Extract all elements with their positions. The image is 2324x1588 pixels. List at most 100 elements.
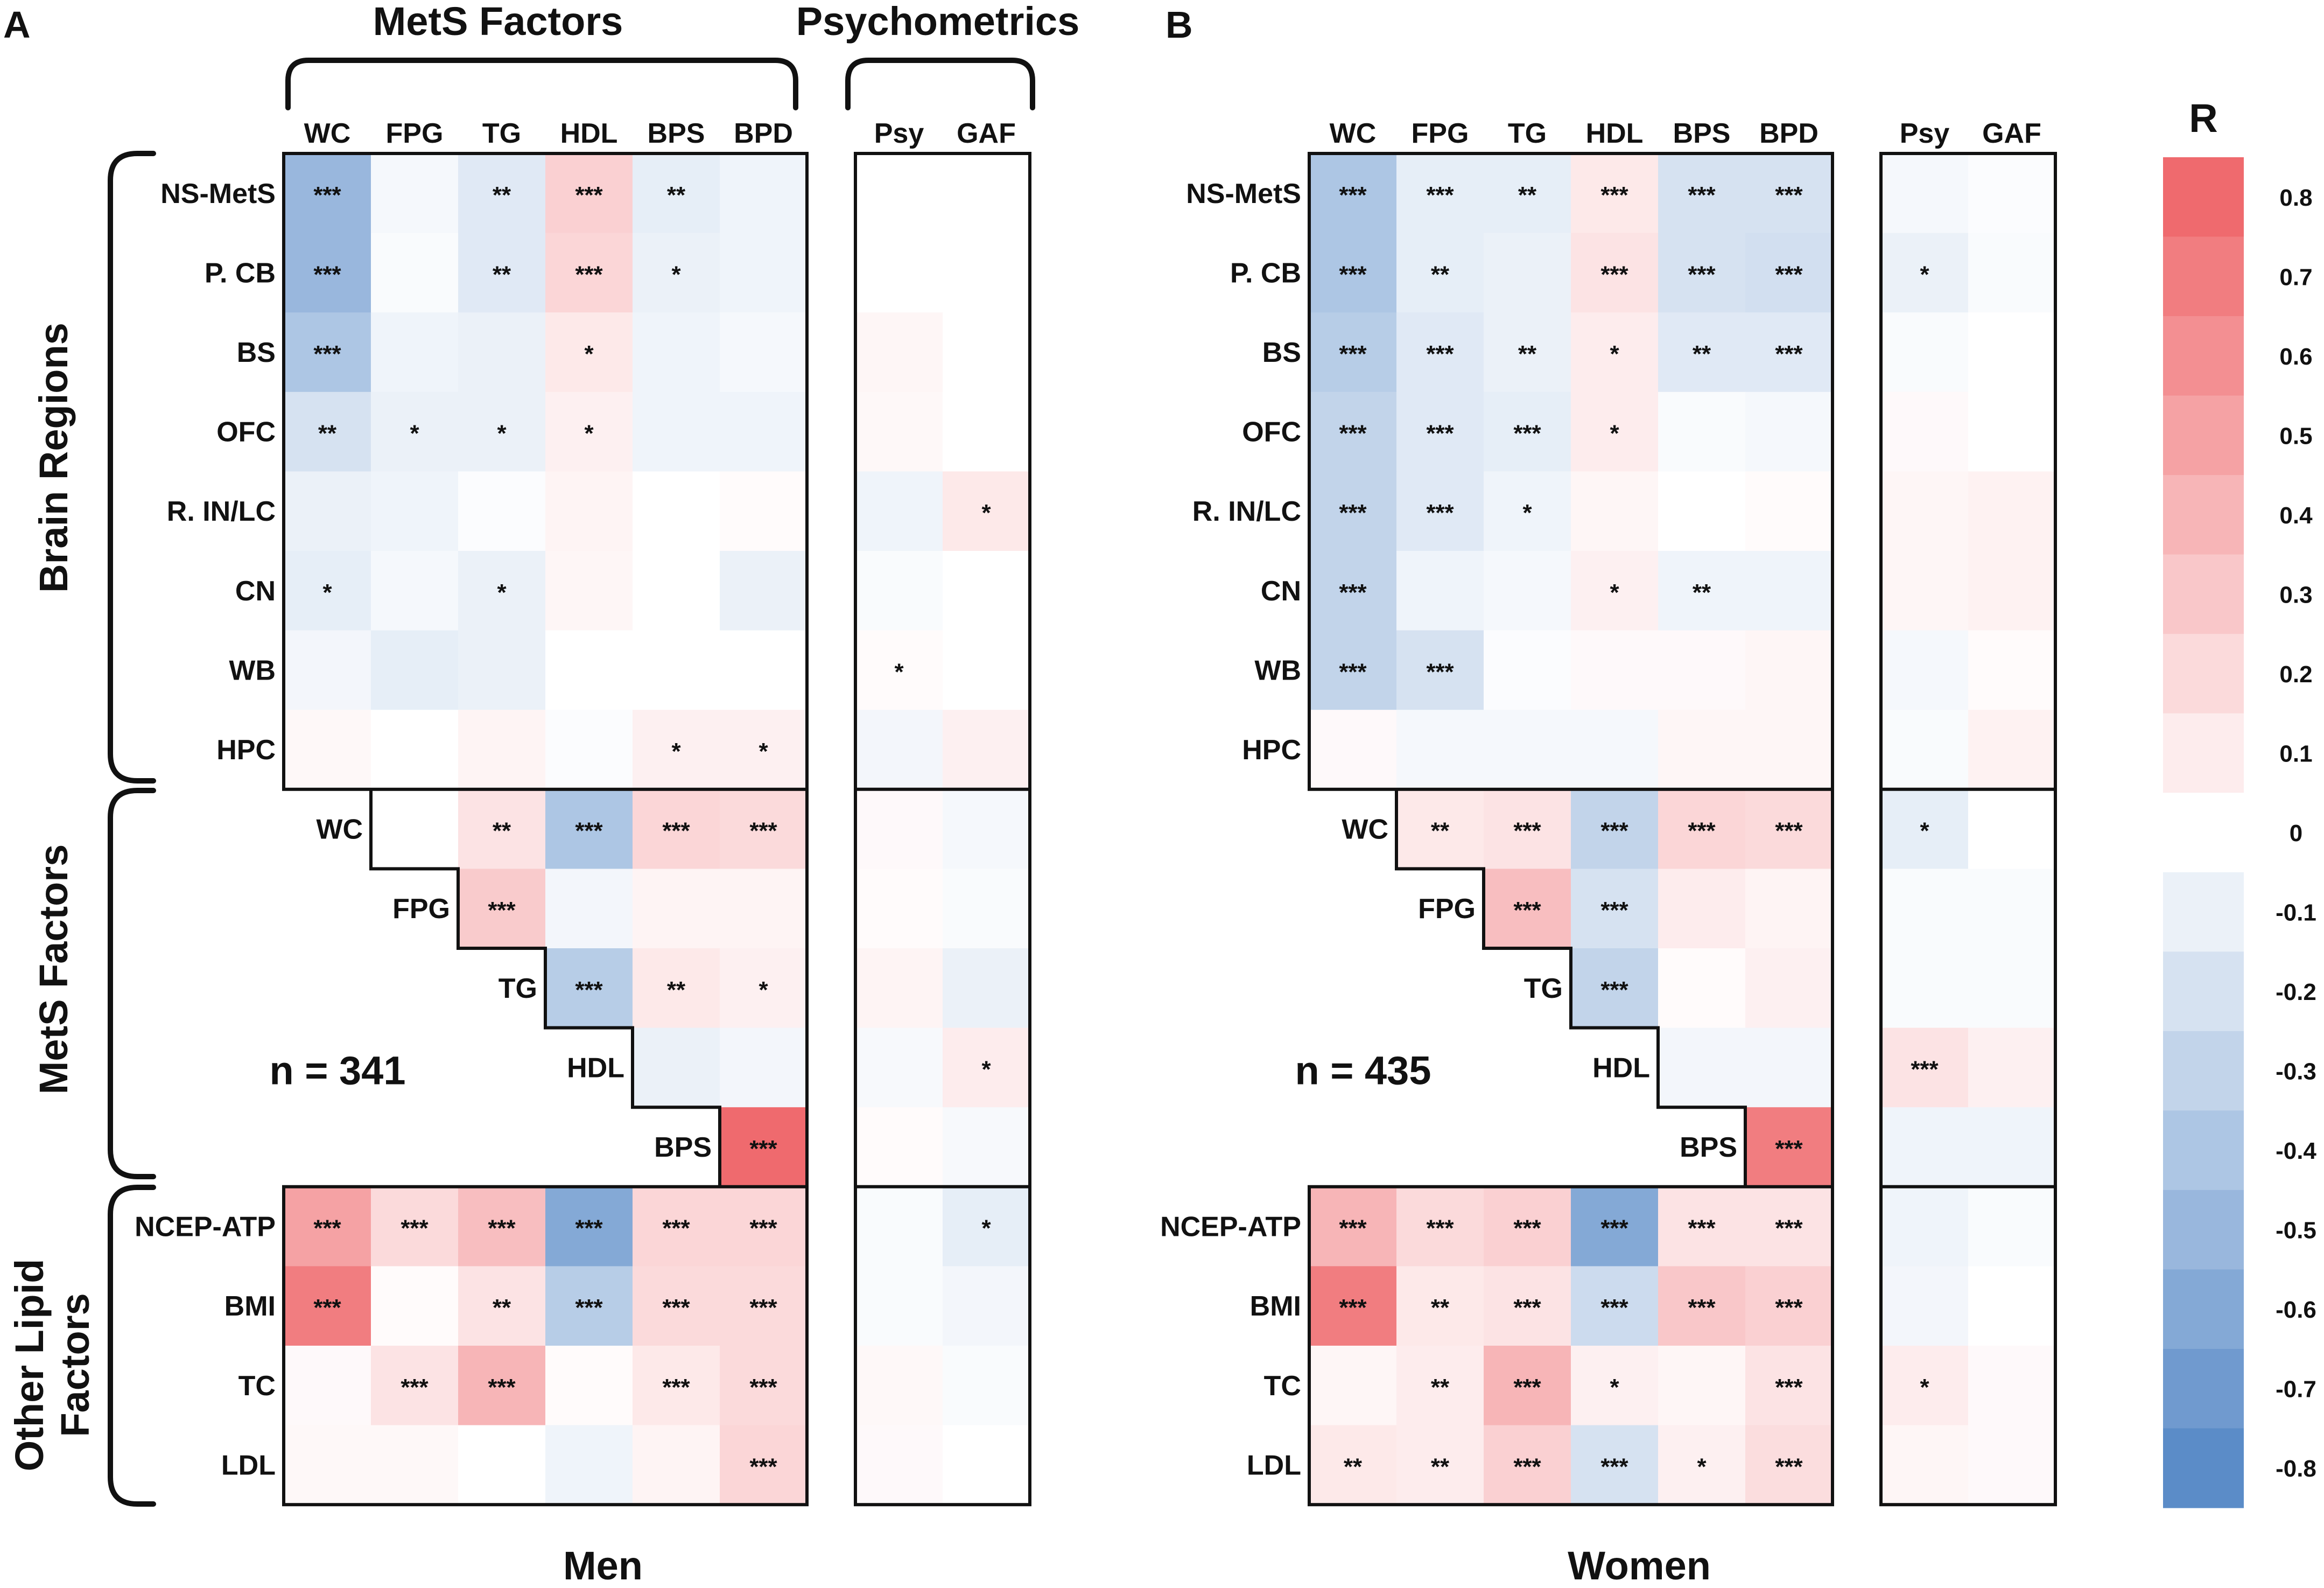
heatmap-cell (855, 312, 943, 393)
heatmap-cell (1745, 233, 1833, 313)
significance-stars: *** (1688, 182, 1716, 208)
significance-stars: ** (1693, 341, 1711, 367)
row-label: HPC (216, 734, 276, 766)
significance-stars: *** (1600, 977, 1628, 1003)
heatmap-cell (855, 1425, 943, 1505)
sample-size-label: n = 341 (269, 1048, 405, 1093)
heatmap-cell (855, 1186, 943, 1267)
heatmap-cell (1745, 1027, 1833, 1108)
heatmap-cell (458, 710, 546, 790)
heatmap-cell (1571, 312, 1659, 393)
significance-stars: * (497, 579, 507, 606)
significance-stars: *** (1339, 1295, 1367, 1321)
heatmap-cell (458, 391, 546, 472)
significance-stars: ** (493, 261, 511, 288)
significance-stars: *** (749, 1374, 777, 1401)
colorbar-swatch (2163, 634, 2244, 714)
heatmap-cell (1745, 1346, 1833, 1426)
heatmap-cell (720, 312, 808, 393)
colorbar-swatch (2163, 872, 2244, 952)
heatmap-cell (855, 1266, 943, 1346)
significance-stars: *** (1688, 1295, 1716, 1321)
colorbar-swatch (2163, 713, 2244, 793)
significance-stars: *** (1775, 818, 1803, 844)
panel-a-label: A (3, 4, 31, 46)
heatmap-cell (943, 1425, 1030, 1505)
heatmap-cell (284, 1186, 371, 1267)
heatmap-cell (1745, 153, 1833, 234)
heatmap-cell (1968, 551, 2056, 631)
brain-regions-bracket (108, 151, 156, 783)
heatmap-cell (633, 789, 720, 869)
heatmap-cell (371, 1266, 459, 1346)
row-label: FPG (1418, 893, 1476, 925)
colorbar-tick-label: -0.5 (2276, 1218, 2316, 1244)
heatmap-cell (1745, 312, 1833, 393)
heatmap-cell (1881, 1107, 1969, 1187)
lipid-block-outline (1308, 1185, 1834, 1507)
heatmap-cell (1309, 233, 1397, 313)
heatmap-cell (1309, 471, 1397, 551)
column-label: HDL (560, 118, 618, 149)
heatmap-cell (1658, 869, 1746, 949)
heatmap-cell (545, 948, 633, 1029)
heatmap-cell (371, 551, 459, 631)
heatmap-cell (1571, 1266, 1659, 1346)
heatmap-cell (284, 710, 371, 790)
heatmap-cell (1881, 710, 1969, 790)
significance-stars: *** (1600, 897, 1628, 924)
heatmap-cell (284, 391, 371, 472)
men-footer: Men (563, 1543, 643, 1588)
significance-stars: *** (1426, 659, 1454, 685)
significance-stars: *** (488, 897, 516, 924)
column-label: BPS (648, 118, 705, 149)
heatmap-cell (1484, 312, 1571, 393)
significance-stars: ** (667, 977, 686, 1003)
heatmap-cell (371, 233, 459, 313)
heatmap-cell (943, 391, 1030, 472)
row-label: P. CB (205, 257, 276, 289)
heatmap-cell (855, 869, 943, 949)
row-label: OFC (1242, 417, 1301, 448)
heatmap-men: *** ** *** ***** ** *** **** *** * * *** *** *** *** *… (135, 118, 1031, 1507)
heatmap-cell (1968, 312, 2056, 393)
heatmap-cell (1396, 1425, 1484, 1505)
heatmap-cell (633, 1186, 720, 1267)
heatmap-cell (633, 710, 720, 790)
heatmap-cell (855, 551, 943, 631)
heatmap-cell (943, 1027, 1030, 1108)
row-label: BS (237, 337, 276, 368)
significance-stars: * (584, 341, 594, 367)
row-label: BMI (224, 1291, 276, 1322)
heatmap-cell (1396, 391, 1484, 472)
women-footer: Women (1568, 1543, 1711, 1588)
colorbar-tick-label: 0.8 (2279, 185, 2312, 211)
colorbar-swatch (2163, 1428, 2244, 1508)
heatmap-cell (720, 789, 808, 869)
significance-stars: *** (1600, 1295, 1628, 1321)
column-label: BPD (734, 118, 793, 149)
heatmap-cell (1309, 1346, 1397, 1426)
significance-stars: *** (1339, 421, 1367, 447)
colorbar-tick-label: 0.3 (2279, 582, 2312, 608)
mets-factors-side-label: MetS Factors (31, 844, 76, 1095)
row-label: BMI (1250, 1291, 1301, 1322)
colorbar-swatch (2163, 1031, 2244, 1111)
heatmap-cell (1745, 630, 1833, 710)
heatmap-cell (943, 948, 1030, 1029)
heatmap-cell (545, 630, 633, 710)
heatmap-cell (720, 1266, 808, 1346)
heatmap-cell (458, 1186, 546, 1267)
heatmap-cell (284, 471, 371, 551)
heatmap-cell (1968, 471, 2056, 551)
row-label: WB (229, 655, 276, 686)
heatmap-cell (1658, 710, 1746, 790)
heatmap-cell (1309, 551, 1397, 631)
colorbar-swatch (2163, 1348, 2244, 1429)
heatmap-cell (1968, 391, 2056, 472)
significance-stars: ** (1693, 579, 1711, 606)
significance-stars: * (981, 1215, 991, 1242)
heatmap-cell (943, 869, 1030, 949)
heatmap-cell (1745, 869, 1833, 949)
heatmap-cell (1571, 551, 1659, 631)
